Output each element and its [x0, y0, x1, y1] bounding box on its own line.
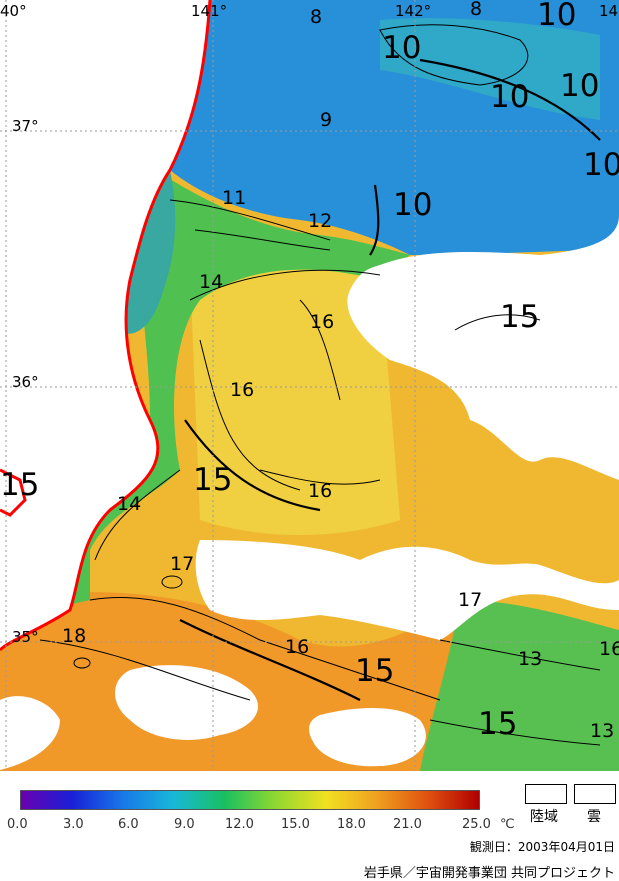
scale-tick: 18.0 — [337, 817, 366, 832]
lon-label-141: 141° — [191, 2, 228, 20]
scale-tick: 15.0 — [281, 817, 310, 832]
cloud-legend-swatch — [574, 784, 616, 804]
isotherm-ring — [73, 657, 91, 669]
isotherm-label-major: 10 — [490, 79, 530, 115]
isotherm-label: 14 — [199, 271, 224, 293]
isotherm-label-major: 10 — [583, 147, 619, 183]
lon-label-142: 142° — [395, 2, 432, 20]
isotherm-lines — [39, 24, 601, 746]
isotherm-label: 8 — [470, 0, 483, 20]
isotherm-label-major: 15 — [193, 462, 233, 498]
land-honshu-north — [0, 0, 210, 650]
isotherm-label: 16 — [308, 480, 333, 502]
isotherm-label-major: 10 — [382, 30, 422, 66]
scale-tick: 0.0 — [7, 817, 28, 832]
lon-label-140: 40° — [0, 2, 27, 20]
isotherm-label: 16 — [230, 379, 255, 401]
isotherm-ring — [161, 575, 183, 589]
isotherm-label: 16 — [310, 311, 335, 333]
isotherm-label: 17 — [458, 589, 483, 611]
isotherm-label-major: 10 — [537, 0, 577, 33]
isotherm-label: 16 — [285, 636, 310, 658]
lat-label-35: 35° — [12, 628, 39, 646]
isotherm-label: 14 — [117, 493, 142, 515]
isotherm-label: 18 — [62, 625, 87, 647]
scale-tick: 12.0 — [225, 817, 254, 832]
lon-label-143: 14 — [599, 2, 619, 20]
isotherm-label: 17 — [170, 553, 195, 575]
isotherm-label-major: 15 — [355, 653, 395, 689]
isotherm-label: 11 — [222, 187, 247, 209]
scale-tick: 6.0 — [118, 817, 139, 832]
sst-map — [0, 0, 619, 771]
isotherm-label: 8 — [310, 6, 323, 28]
sea-cool-patch — [380, 18, 600, 120]
isotherm-label: 13 — [518, 648, 543, 670]
cloud-south-west — [115, 665, 259, 740]
coastline-west — [0, 468, 27, 517]
scale-tick: 3.0 — [63, 817, 84, 832]
cloud-south-west-edge — [0, 696, 60, 770]
isotherm-label-major: 10 — [393, 187, 433, 223]
lat-label-37: 37° — [12, 117, 39, 135]
land-legend-label: 陸域 — [530, 809, 558, 825]
sea-teal-area — [120, 170, 176, 334]
land-legend-swatch — [525, 784, 567, 804]
observation-date: 観測日：2003年04月01日 — [469, 840, 615, 854]
lat-lon-grid — [0, 0, 619, 771]
sea-green-south — [420, 600, 619, 771]
scale-unit: ℃ — [500, 817, 515, 832]
coastline — [0, 0, 212, 652]
cloud-legend-label: 雲 — [587, 809, 601, 825]
lat-label-36: 36° — [12, 373, 39, 391]
isotherm-label: 12 — [308, 210, 333, 232]
isotherm-lines-major — [179, 58, 601, 701]
isotherm-label-major: 10 — [560, 68, 600, 104]
cloud-center — [195, 540, 619, 640]
isotherm-label: 9 — [320, 109, 333, 131]
temperature-color-scale — [20, 790, 480, 810]
isotherm-label: 16 — [599, 638, 619, 660]
scale-tick: 25.0 — [462, 817, 491, 832]
sea-yellow-area — [190, 255, 400, 535]
scale-tick: 21.0 — [393, 817, 422, 832]
cloud-south-center — [308, 708, 426, 767]
isotherm-label-major: 15 — [478, 706, 518, 742]
isotherm-label-major: 15 — [500, 299, 540, 335]
credit-text: 岩手県／宇宙開発事業団 共同プロジェクト — [363, 866, 615, 881]
isotherm-label-major: 15 — [0, 467, 40, 503]
isotherm-label: 13 — [590, 720, 615, 742]
scale-tick: 9.0 — [174, 817, 195, 832]
